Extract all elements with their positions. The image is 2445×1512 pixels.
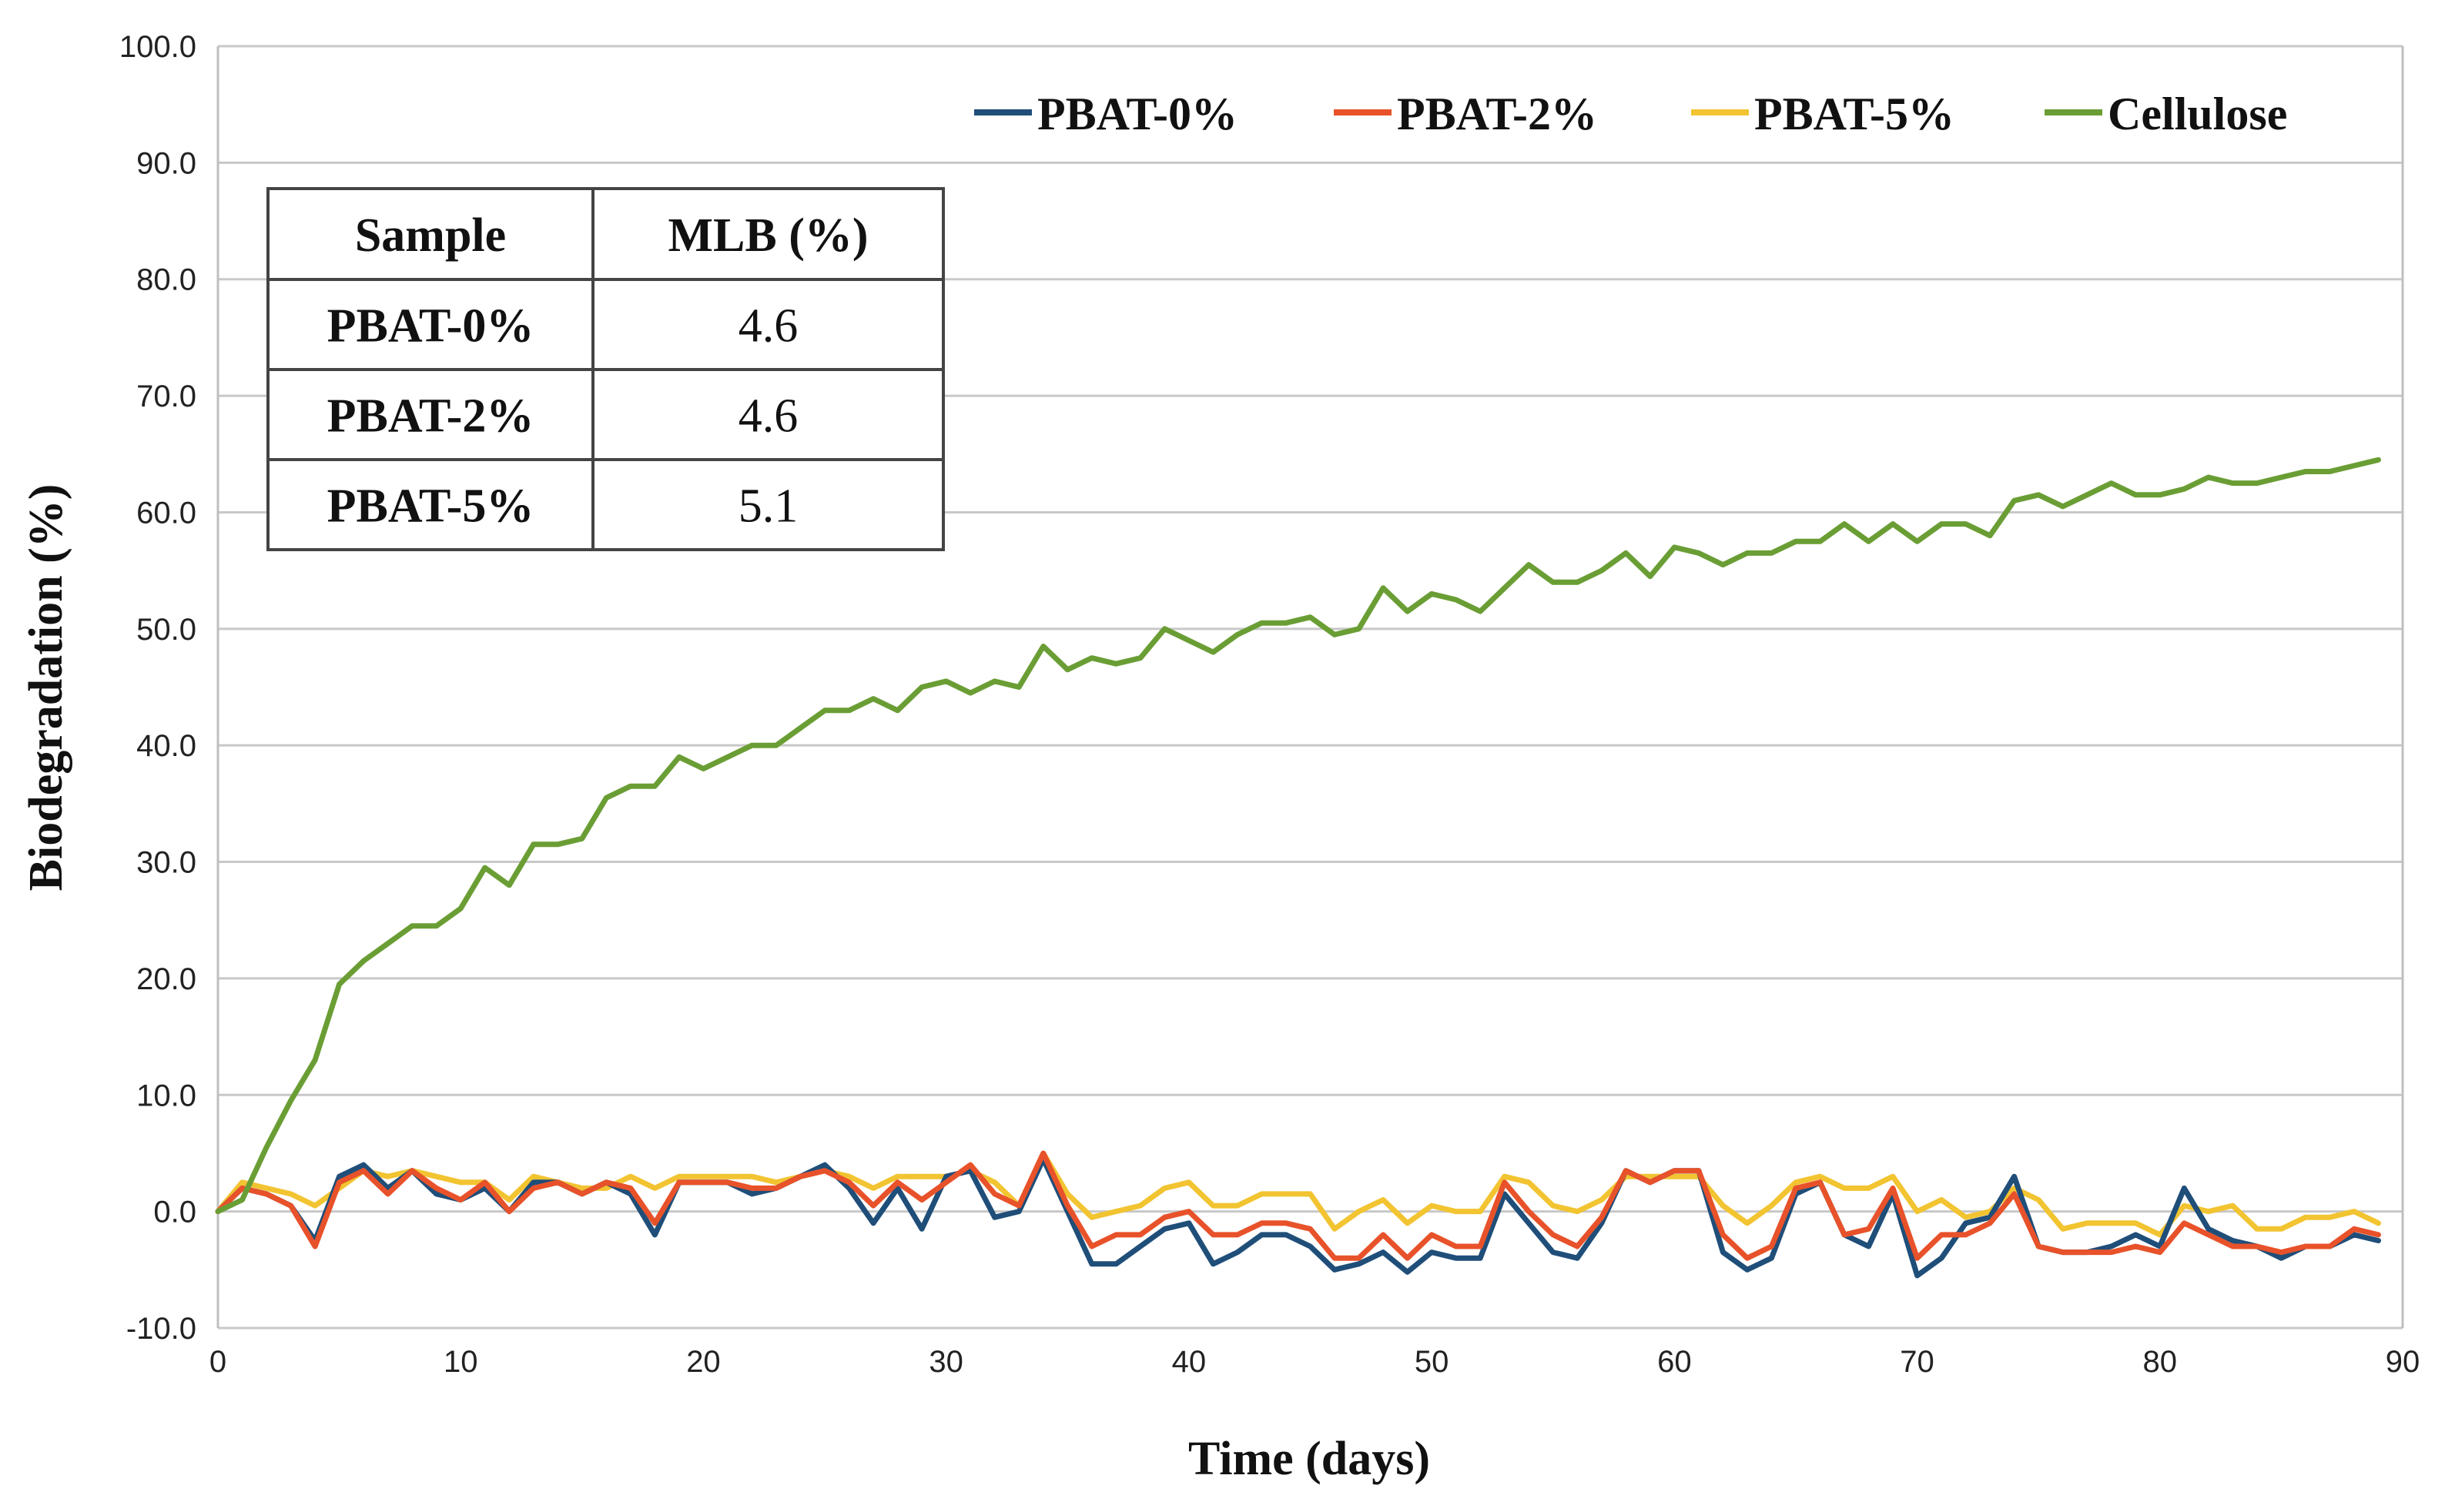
legend-label: Cellulose	[2108, 89, 2287, 139]
table-cell-sample: PBAT-2%	[327, 390, 534, 443]
x-tick-label: 10	[444, 1345, 478, 1379]
x-tick-label: 90	[2386, 1345, 2420, 1379]
axes	[216, 46, 2404, 1328]
y-tick-label: 70.0	[136, 380, 196, 413]
series-line-pbat-5-	[215, 1150, 2381, 1238]
x-tick-label: 80	[2143, 1345, 2178, 1379]
series-lines	[215, 457, 2381, 1279]
legend: PBAT-0% PBAT-2% PBAT-5% Cellulose	[974, 89, 2287, 139]
y-tick-label: -10.0	[126, 1312, 196, 1346]
x-tick-label: 70	[1900, 1345, 1934, 1379]
y-tick-label: 100.0	[119, 30, 196, 64]
x-axis-title: Time (days)	[1188, 1433, 1430, 1485]
table-cell-sample: PBAT-0%	[327, 300, 534, 353]
gridlines	[218, 45, 2403, 1330]
inset-table: Sample MLB (%) PBAT-0% 4.6 PBAT-2% 4.6 PBAT-5%…	[266, 187, 945, 551]
y-tick-label: 90.0	[136, 146, 196, 180]
x-tick-label: 20	[686, 1345, 721, 1379]
table-cell-sample: PBAT-5%	[327, 480, 534, 533]
table-header: MLB (%)	[668, 209, 868, 262]
legend-label: PBAT-0%	[1037, 89, 1238, 139]
legend-label: PBAT-2%	[1397, 89, 1597, 139]
table-cell-mlb: 4.6	[739, 390, 799, 443]
y-tick-label: 30.0	[136, 846, 196, 880]
y-tick-label: 50.0	[136, 613, 196, 647]
y-tick-label: 60.0	[136, 496, 196, 530]
table-cell-mlb: 4.6	[739, 300, 799, 353]
y-tick-label: 40.0	[136, 729, 196, 763]
y-tick-label: 80.0	[136, 263, 196, 297]
x-tick-label: 50	[1415, 1345, 1449, 1379]
table-header: Sample	[355, 209, 506, 262]
x-tick-label: 40	[1172, 1345, 1207, 1379]
x-tick-label: 30	[929, 1345, 963, 1379]
x-tick-labels: 0 10 20 30 40 50 60 70 80 90	[209, 1345, 2420, 1379]
legend-label: PBAT-5%	[1754, 89, 1954, 139]
x-tick-label: 0	[209, 1345, 226, 1379]
y-tick-labels: -10.0 0.0 10.0 20.0 30.0 40.0 50.0 60.0 70.0 80.0…	[119, 30, 196, 1346]
y-axis-title: Biodegradation (%)	[20, 484, 72, 891]
series-line-cellulose	[215, 457, 2381, 1215]
y-tick-label: 10.0	[136, 1079, 196, 1112]
y-tick-label: 20.0	[136, 962, 196, 996]
y-tick-label: 0.0	[153, 1196, 196, 1229]
x-tick-label: 60	[1657, 1345, 1692, 1379]
series-line-pbat-2-	[215, 1150, 2381, 1261]
table-cell-mlb: 5.1	[739, 480, 799, 533]
